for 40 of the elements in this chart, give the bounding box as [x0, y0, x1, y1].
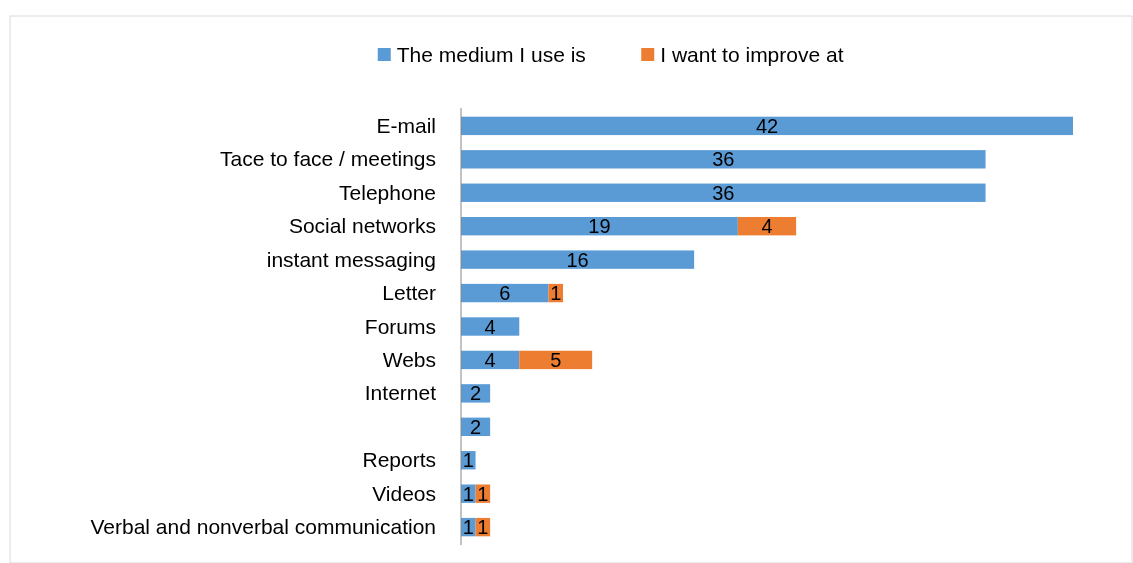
- data-label: 36: [712, 181, 735, 204]
- bar: [461, 150, 986, 169]
- y-tick-label: Reports: [362, 448, 436, 472]
- y-tick-label: Forums: [364, 314, 436, 338]
- y-tick-label: instant messaging: [266, 247, 436, 271]
- y-tick-label: Videos: [372, 481, 436, 505]
- y-tick-label: Internet: [364, 381, 437, 405]
- bar: [461, 116, 1073, 136]
- y-tick-label: Telephone: [339, 180, 436, 204]
- bar: [461, 250, 695, 269]
- data-label: 4: [484, 348, 496, 371]
- data-label: 2: [470, 415, 482, 438]
- bar: [519, 350, 593, 370]
- y-tick-label: Webs: [382, 347, 436, 371]
- bar: [461, 217, 738, 236]
- legend-label: The medium I use is: [396, 43, 586, 66]
- data-label: 19: [588, 215, 611, 238]
- bar: [461, 283, 549, 303]
- data-label: 5: [550, 348, 562, 371]
- data-label: 2: [470, 382, 482, 405]
- y-tick-label: Tace to face / meetings: [220, 147, 436, 171]
- data-label: 16: [566, 248, 589, 271]
- legend-label: I want to improve at: [660, 43, 844, 66]
- bar: [461, 183, 986, 202]
- y-tick-label: Letter: [382, 281, 436, 305]
- bar: [461, 317, 520, 336]
- data-label: 1: [477, 482, 489, 505]
- data-label: 36: [712, 148, 735, 171]
- data-label: 1: [462, 449, 474, 472]
- y-tick-label: Verbal and nonverbal communication: [90, 515, 436, 539]
- data-label: 42: [755, 114, 779, 137]
- y-tick-label: E-mail: [376, 113, 436, 137]
- y-tick-label: Social networks: [288, 214, 436, 238]
- data-label: 4: [484, 315, 496, 338]
- data-label: 1: [462, 516, 474, 539]
- data-label: 1: [550, 282, 562, 305]
- data-label: 6: [499, 282, 511, 305]
- data-label: 1: [462, 482, 474, 505]
- data-label: 4: [761, 215, 773, 238]
- data-label: 1: [477, 516, 489, 539]
